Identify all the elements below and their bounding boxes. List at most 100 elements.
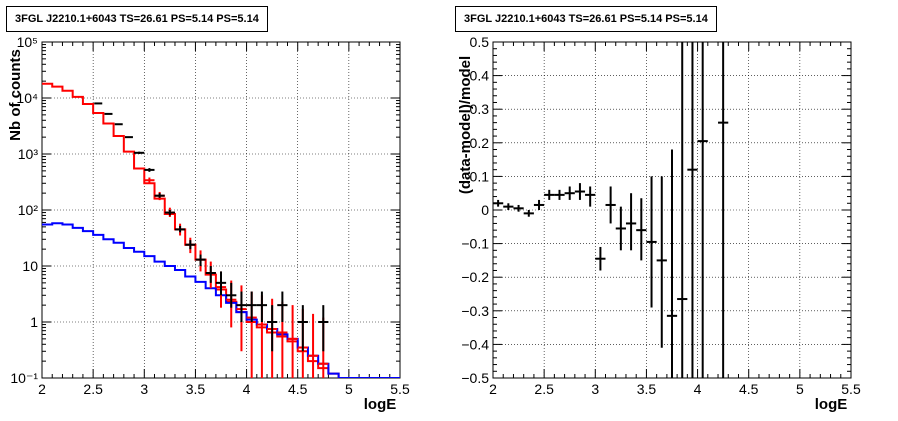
y-tick-label: −0.4: [461, 336, 489, 352]
y-tick-label: 0.2: [470, 135, 490, 151]
x-tick-label: 2.5: [534, 381, 554, 397]
model-step-line: [42, 222, 400, 378]
data-point: [564, 186, 575, 200]
data-point: [718, 42, 729, 378]
y-tick-label: 0.5: [470, 34, 490, 50]
data-point: [226, 282, 237, 308]
y-tick-label: 10⁵: [17, 34, 38, 50]
data-point: [544, 189, 555, 200]
data-point: [503, 203, 514, 210]
data-point: [595, 246, 606, 271]
y-tick-label: 10³: [18, 146, 39, 162]
data-point: [523, 210, 534, 217]
counts-spectrum-panel: 2 2.5 3 3.5 4 4.5 5 5.5 10⁻¹ 1 10 10² 10³ 10⁴ 10⁵ logE N…: [7, 34, 410, 413]
data-point: [246, 291, 257, 322]
y-tick-label: −0.1: [461, 236, 489, 252]
data-layer: [493, 42, 729, 378]
x-tick-label: 5: [345, 381, 353, 397]
left-chart-title: 3FGL J2210.1+6043 TS=26.61 PS=5.14 PS=5.…: [6, 6, 268, 32]
data-point: [236, 291, 247, 322]
y-tick-label: 10²: [18, 202, 39, 218]
y-tick-label: −0.5: [461, 370, 489, 386]
x-tick-label: 4: [694, 381, 702, 397]
y-tick-label: 10⁴: [16, 90, 38, 106]
x-tick-label: 3: [591, 381, 599, 397]
x-tick-label: 3.5: [637, 381, 657, 397]
data-point: [164, 210, 175, 216]
series-4: [94, 102, 133, 139]
y-tick-label: 0.4: [470, 68, 490, 84]
data-point: [267, 305, 278, 352]
data-point: [493, 199, 504, 207]
data-point: [677, 42, 688, 378]
y-axis-title: Nb of counts: [7, 49, 24, 141]
data-point: [256, 291, 268, 322]
y-tick-label: 0.3: [470, 101, 490, 117]
x-tick-label: 5.5: [841, 381, 861, 397]
x-tick-label: 3.5: [186, 381, 206, 397]
x-tick-label: 3: [140, 381, 148, 397]
x-tick-label: 5.5: [390, 381, 410, 397]
data-point: [554, 189, 565, 200]
series-0: [493, 42, 729, 378]
axis-ticks: [492, 41, 852, 379]
data-point: [513, 204, 524, 212]
plot-frame: [41, 41, 401, 379]
y-tick-label: 10: [22, 258, 38, 274]
series-3: [134, 151, 329, 352]
x-tick-label: 4.5: [739, 381, 759, 397]
grid-lines: [493, 42, 851, 378]
data-point: [215, 271, 227, 296]
data-point: [144, 168, 155, 172]
data-point: [666, 149, 678, 378]
data-point: [277, 291, 288, 322]
data-point: [205, 266, 216, 283]
x-axis-title: logE: [364, 396, 397, 413]
x-tick-label: 2: [489, 381, 497, 397]
data-point: [615, 206, 626, 251]
data-point: [574, 183, 586, 200]
data-point: [687, 42, 698, 378]
x-axis-title: logE: [815, 396, 848, 413]
data-point: [533, 199, 545, 210]
x-tick-label: 4.5: [288, 381, 308, 397]
x-tick-label: 2.5: [83, 381, 103, 397]
data-point: [287, 305, 298, 378]
data-point: [585, 186, 596, 207]
data-point: [297, 305, 308, 352]
residuals-panel: 2 2.5 3 3.5 4 4.5 5 5.5 −0.5 −0.4 −0.3 −0.2 −0.1 0 0.1…: [457, 34, 861, 413]
x-tick-label: 5: [796, 381, 804, 397]
data-point: [656, 176, 667, 348]
y-tick-label: 10⁻¹: [10, 370, 38, 386]
data-point: [144, 177, 155, 184]
data-point: [134, 151, 145, 154]
right-chart-title: 3FGL J2210.1+6043 TS=26.61 PS=5.14 PS=5.…: [455, 6, 717, 32]
axis-ticks: [41, 41, 401, 379]
y-tick-label: −0.3: [461, 303, 489, 319]
data-point: [646, 176, 657, 308]
data-point: [185, 240, 196, 250]
data-point: [195, 254, 206, 266]
data-point: [625, 193, 637, 251]
y-tick-label: 1: [30, 314, 38, 330]
series-0: [42, 82, 400, 378]
model-step-line: [42, 82, 400, 378]
data-point: [307, 313, 319, 378]
series-1: [42, 222, 400, 378]
data-point: [697, 42, 708, 378]
data-point: [174, 225, 186, 233]
x-tick-label: 4: [243, 381, 251, 397]
y-axis-title: (data-model)/model: [457, 56, 474, 194]
y-tick-label: −0.2: [461, 269, 489, 285]
x-tick-label: 2: [38, 381, 46, 397]
y-tick-label: 0: [481, 202, 489, 218]
grid-lines: [42, 42, 400, 378]
data-point: [636, 198, 647, 261]
data-point: [605, 186, 616, 224]
data-point: [154, 193, 165, 198]
data-layer: [42, 82, 400, 378]
data-point: [318, 305, 329, 352]
y-tick-label: 0.1: [470, 168, 490, 184]
series-2: [144, 177, 329, 378]
